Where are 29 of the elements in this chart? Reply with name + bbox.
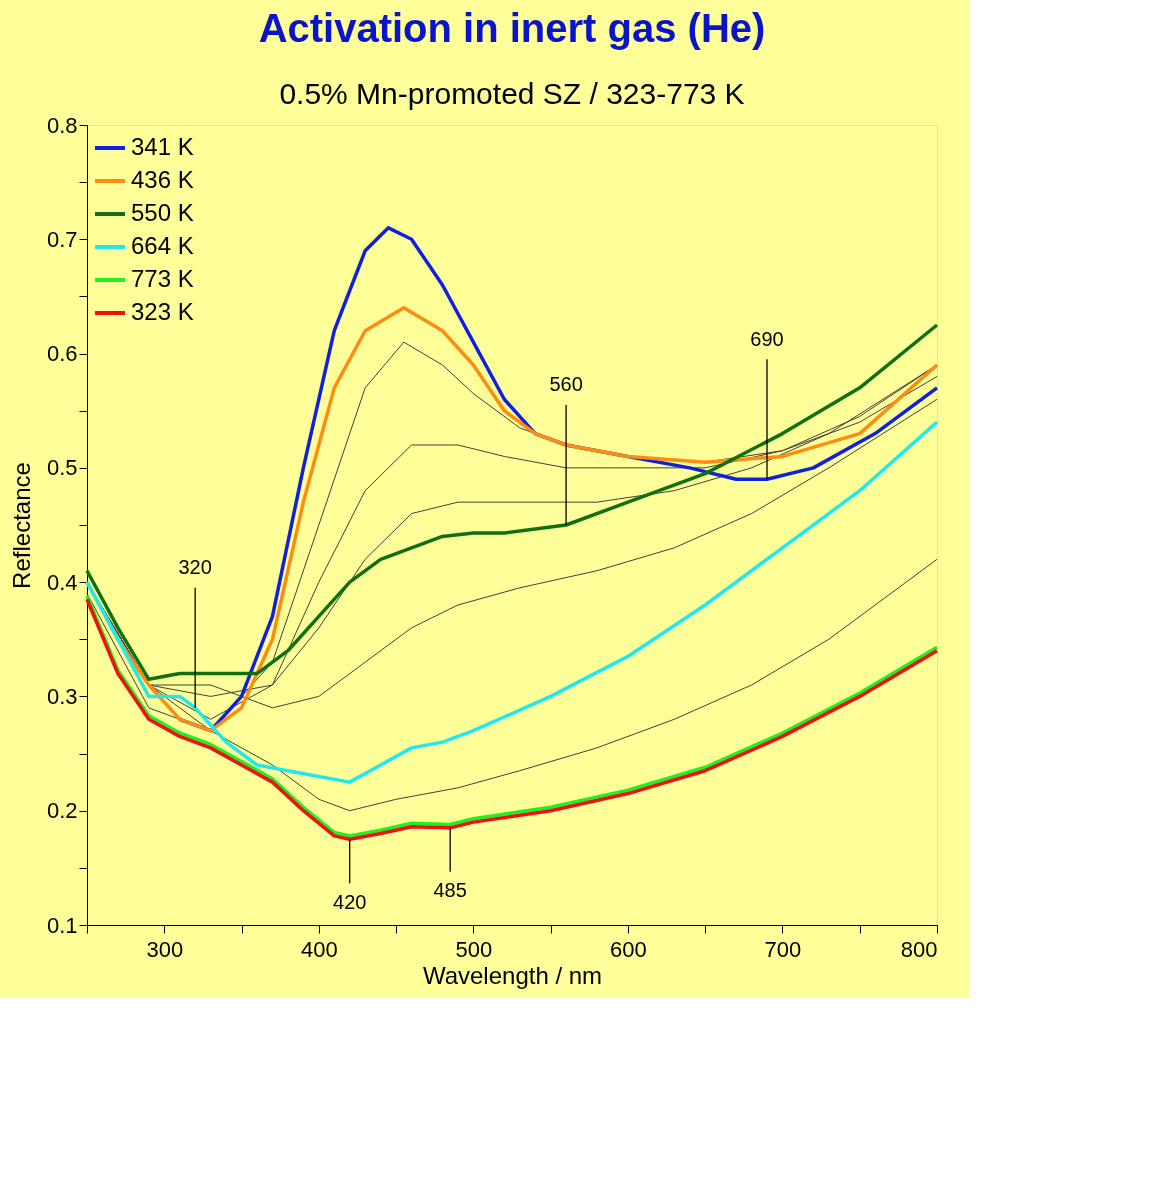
y-tick-label: 0.5 xyxy=(46,455,78,481)
y-tick-label: 0.2 xyxy=(46,798,78,824)
annotation: 485 xyxy=(433,879,467,902)
legend-label: 323 K xyxy=(131,298,194,325)
y-tick-label: 0.4 xyxy=(46,569,78,595)
y-tick-label: 0.1 xyxy=(46,912,78,938)
annotation: 690 xyxy=(750,327,784,350)
x-tick-label: 700 xyxy=(764,936,802,962)
x-axis-title: Wavelength / nm xyxy=(422,961,603,989)
annotation: 320 xyxy=(178,556,212,579)
legend-label: 664 K xyxy=(131,232,194,259)
chart-subtitle: 0.5% Mn-promoted SZ / 323-773 K xyxy=(279,77,745,110)
y-tick-label: 0.3 xyxy=(46,683,78,709)
annotation: 420 xyxy=(333,890,367,913)
x-tick-label: 600 xyxy=(610,936,647,962)
y-tick-label: 0.6 xyxy=(46,341,78,367)
legend-label: 436 K xyxy=(131,166,194,193)
x-tick-label: 400 xyxy=(300,936,338,962)
legend-label: 341 K xyxy=(131,133,194,160)
legend-label: 773 K xyxy=(131,265,194,292)
x-tick-label: 500 xyxy=(455,936,493,962)
chart-title: Activation in inert gas (He) xyxy=(258,6,766,50)
y-tick-label: 0.7 xyxy=(46,226,78,252)
annotation: 560 xyxy=(549,373,583,396)
x-tick-label: 800 xyxy=(900,936,938,962)
x-tick-label: 300 xyxy=(146,936,184,962)
y-axis-title: Reflectance xyxy=(7,462,35,589)
y-tick-label: 0.8 xyxy=(46,112,78,138)
legend-label: 550 K xyxy=(131,199,194,226)
